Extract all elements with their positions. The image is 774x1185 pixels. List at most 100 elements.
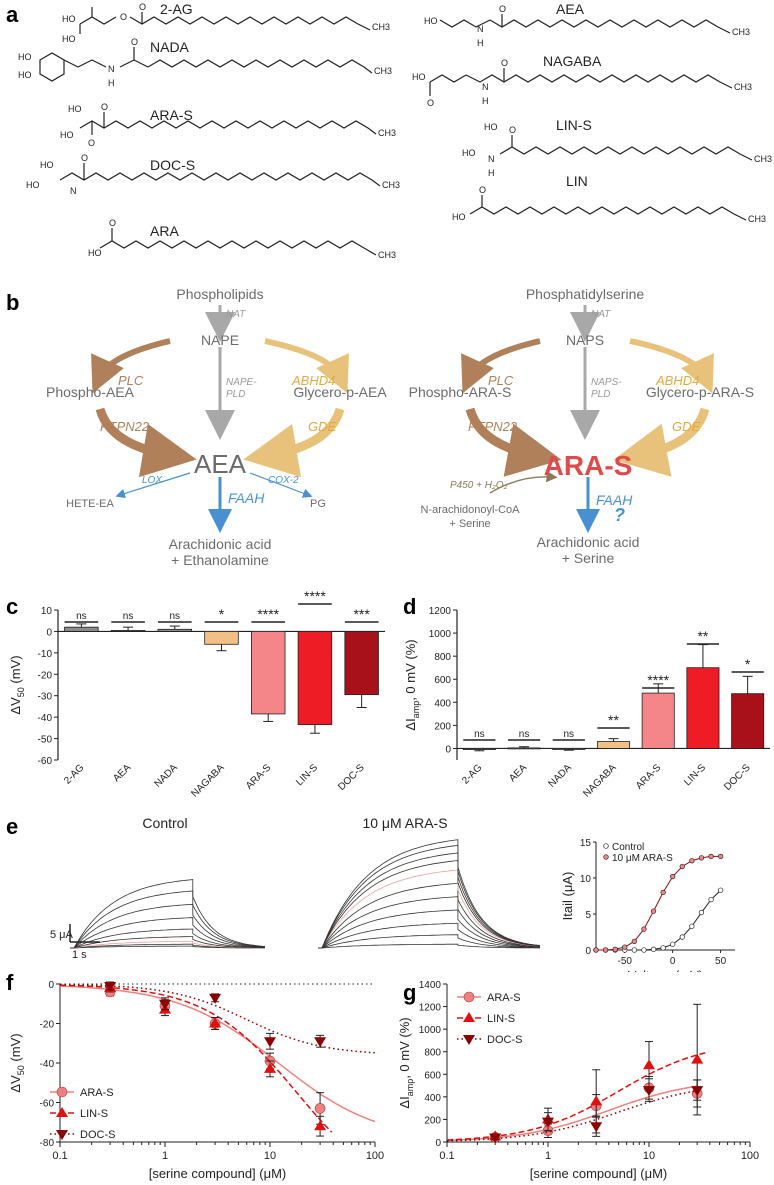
atom-label: O xyxy=(509,125,516,135)
atom-label: HO xyxy=(26,180,40,190)
enzyme-nat: NAT xyxy=(226,309,246,320)
atom-label: CH3 xyxy=(748,214,766,224)
data-point xyxy=(708,896,714,903)
atom-label: H xyxy=(488,168,495,178)
x-tick-label: AEA xyxy=(111,762,133,784)
data-point xyxy=(590,1122,603,1133)
pathway-glycero-p-ara-s: Glycero-p-ARA-S xyxy=(646,384,754,400)
panel-b-pathways: Phospholipids NAPE Phospho-AEA Glycero-p… xyxy=(46,286,754,568)
significance-label: **** xyxy=(647,672,669,688)
data-point xyxy=(650,946,657,952)
data-point xyxy=(489,1133,502,1144)
atom-label: O xyxy=(499,4,506,14)
data-point xyxy=(717,887,724,893)
data-point xyxy=(264,1062,276,1073)
atom-label: O xyxy=(139,2,146,12)
legend-label: 10 μM ARA-S xyxy=(612,853,673,864)
y-axis-label: ΔIamp, 0 mV (%) xyxy=(397,1017,415,1108)
y-tick-label: 600 xyxy=(434,675,451,686)
panel-letter-f: f xyxy=(6,970,14,995)
data-point xyxy=(612,946,618,952)
x-tick-label: LIN-S xyxy=(682,762,708,788)
fit-curve xyxy=(446,1090,698,1142)
atom-label: O xyxy=(131,37,138,47)
atom-label: N xyxy=(477,24,484,34)
pathway-product-2: + Ethanolamine xyxy=(171,552,269,568)
data-point xyxy=(708,853,714,860)
atom-label: H xyxy=(477,38,484,48)
current-trace xyxy=(70,936,265,949)
data-point xyxy=(660,945,666,951)
y-tick-label: 1200 xyxy=(429,606,452,617)
trace-title-aras: 10 μM ARA-S xyxy=(362,815,447,831)
x-tick-label: 10 xyxy=(643,1150,655,1162)
enzyme-ptpn22: PTPN22 xyxy=(100,419,150,434)
current-traces-control xyxy=(70,879,266,949)
data-point xyxy=(660,889,666,896)
significance-label: ns xyxy=(170,611,181,622)
atom-label: N xyxy=(482,82,489,92)
data-point xyxy=(717,853,724,860)
atom-label: HO xyxy=(68,104,82,114)
dose-response-chart-f: 0 -20 -40 -60 -800.1 1 10 100 [serine compound] … xyxy=(8,980,384,1181)
significance-label: * xyxy=(745,656,751,672)
pathway-phospho-ara-s: Phospho-ARA-S xyxy=(409,384,512,400)
legend-marker xyxy=(603,843,609,849)
iv-inset-chart: 0 5 10 15 -50 0 50 Voltage (mV) Itail (μA) Contro… xyxy=(560,838,735,972)
pathway-product-2-right: + Serine xyxy=(562,550,615,566)
y-tick-label: 800 xyxy=(424,1048,441,1059)
y-tick-label: 10 xyxy=(580,874,592,885)
x-axis-label: [serine compound] (μM) xyxy=(149,1166,287,1181)
x-tick-label: 2-AG xyxy=(62,762,86,786)
y-tick-label: -40 xyxy=(40,1059,55,1070)
fit-curve xyxy=(59,985,376,1123)
y-tick-label: 1000 xyxy=(419,1025,442,1036)
bar xyxy=(157,628,193,632)
current-trace xyxy=(318,909,541,949)
significance-label: **** xyxy=(257,606,279,622)
y-tick-label: -20 xyxy=(40,1020,55,1031)
x-tick-label: NADA xyxy=(152,762,180,790)
x-tick-label: NAGABA xyxy=(189,762,226,799)
atom-label: HO xyxy=(40,160,54,170)
y-axis-label: ΔIamp, 0 mV (%) xyxy=(403,639,421,730)
y-tick-label: -60 xyxy=(40,1099,55,1110)
enzyme-abhd4: ABHD4 xyxy=(291,373,335,388)
legend-marker xyxy=(463,1035,475,1045)
data-point xyxy=(590,1095,603,1106)
current-trace xyxy=(318,869,541,949)
atom-label: CH3 xyxy=(734,82,752,92)
pathway-pg: PG xyxy=(310,498,326,510)
current-trace xyxy=(70,928,266,949)
pathway-phospho-aea: Phospho-AEA xyxy=(46,384,135,400)
significance-label: ns xyxy=(474,729,485,740)
scale-label-time: 1 s xyxy=(72,949,87,961)
molecule-label-aea: AEA xyxy=(556,1,585,17)
atom-label: O xyxy=(120,12,127,22)
legend-marker xyxy=(56,1130,68,1140)
y-tick-label: -80 xyxy=(40,1138,55,1149)
data-point xyxy=(691,1086,704,1097)
current-trace xyxy=(318,934,540,949)
x-tick-label: 0 xyxy=(670,956,676,967)
molecule-label-lins: LIN-S xyxy=(556,117,592,133)
fit-curve xyxy=(59,984,333,1133)
atom-label: O xyxy=(88,138,95,148)
data-point xyxy=(314,1037,327,1048)
atom-label: O xyxy=(81,153,88,163)
y-tick-label: -60 xyxy=(38,756,53,767)
atom-label: CH3 xyxy=(754,154,772,164)
significance-label: * xyxy=(219,606,225,622)
data-point xyxy=(622,944,628,950)
y-tick-label: 0 xyxy=(435,1138,441,1149)
legend-label: DOC-S xyxy=(80,1129,115,1141)
legend-marker xyxy=(463,991,475,1003)
significance-label: ns xyxy=(564,729,575,740)
data-point xyxy=(631,938,637,945)
pathway-naps: NAPS xyxy=(566,332,604,348)
y-tick-label: -40 xyxy=(38,713,53,724)
current-trace xyxy=(70,917,266,949)
legend-label: LIN-S xyxy=(80,1108,108,1120)
x-tick-label: DOC-S xyxy=(336,762,367,793)
atom-label: HO xyxy=(62,34,76,44)
